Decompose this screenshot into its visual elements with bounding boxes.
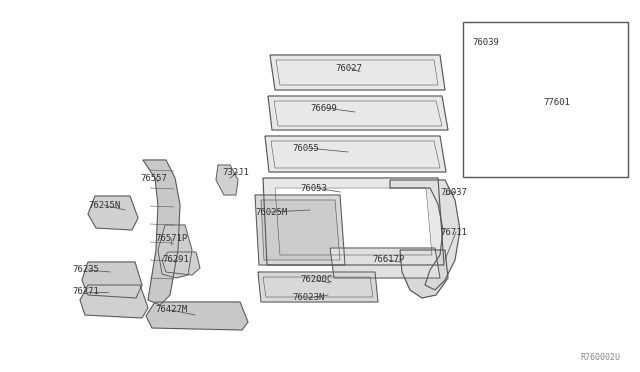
Text: 76235: 76235 (72, 266, 99, 275)
Text: 76037: 76037 (440, 187, 467, 196)
Text: 76711: 76711 (440, 228, 467, 237)
Polygon shape (258, 272, 378, 302)
Polygon shape (390, 180, 460, 290)
Polygon shape (487, 35, 516, 168)
Text: 76039: 76039 (472, 38, 499, 46)
Text: 76557: 76557 (140, 173, 167, 183)
Polygon shape (275, 188, 432, 255)
Text: 76025M: 76025M (255, 208, 287, 217)
Text: 76055: 76055 (292, 144, 319, 153)
Text: 76571P: 76571P (155, 234, 188, 243)
Text: 76215N: 76215N (88, 201, 120, 209)
Text: 76200C: 76200C (300, 276, 332, 285)
Polygon shape (517, 38, 544, 170)
Text: 76053: 76053 (300, 183, 327, 192)
Bar (463, 22, 628, 177)
Polygon shape (261, 200, 340, 260)
Polygon shape (216, 165, 238, 195)
Polygon shape (88, 196, 138, 230)
Text: R760002U: R760002U (580, 353, 620, 362)
Polygon shape (255, 195, 345, 265)
Text: 76617P: 76617P (372, 256, 404, 264)
Polygon shape (162, 252, 200, 275)
Polygon shape (265, 136, 446, 172)
Polygon shape (143, 160, 180, 305)
Text: 732J1: 732J1 (222, 167, 249, 176)
Polygon shape (268, 96, 448, 130)
Text: 76027: 76027 (335, 64, 362, 73)
Polygon shape (158, 225, 192, 278)
Polygon shape (82, 262, 142, 298)
Text: 76023N: 76023N (292, 294, 324, 302)
Text: 76271: 76271 (72, 288, 99, 296)
Polygon shape (263, 178, 444, 265)
Polygon shape (270, 55, 445, 90)
Polygon shape (80, 285, 148, 318)
Text: 76427M: 76427M (155, 305, 188, 314)
Polygon shape (400, 250, 448, 298)
Text: 76291: 76291 (162, 256, 189, 264)
Text: 76699: 76699 (310, 103, 337, 112)
Polygon shape (146, 302, 248, 330)
Text: 77601: 77601 (543, 97, 570, 106)
Polygon shape (330, 248, 440, 278)
